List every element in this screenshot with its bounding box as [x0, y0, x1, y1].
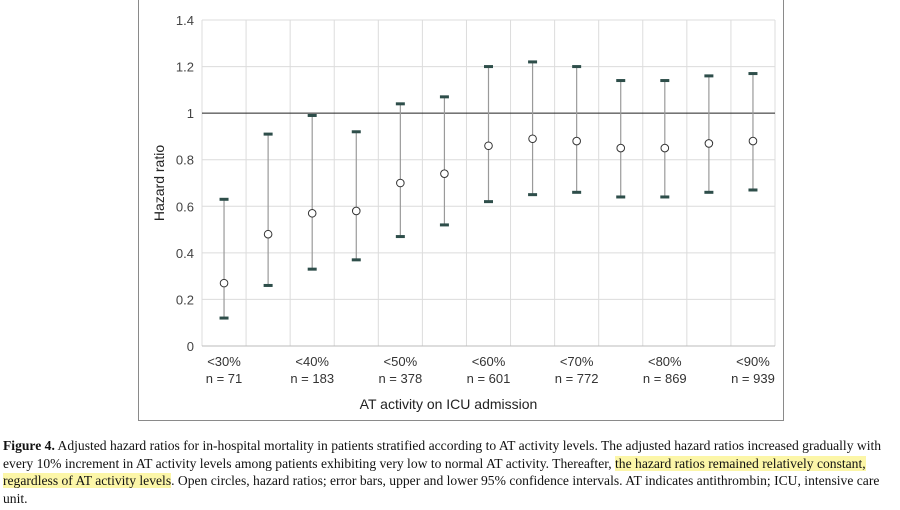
- figure-caption: Figure 4. Adjusted hazard ratios for in-…: [3, 437, 899, 507]
- x-tick-label: <70% n = 772: [555, 354, 599, 386]
- error-bar-lower-cap: [704, 190, 714, 194]
- error-bar-upper-cap: [219, 197, 229, 201]
- x-tick-category: <60%: [472, 354, 506, 369]
- error-bar: [439, 95, 449, 227]
- caption-text-before: Adjusted hazard ratios for in-hospital m…: [3, 438, 882, 471]
- error-bar: [351, 130, 361, 262]
- y-axis-label: Hazard ratio: [151, 145, 167, 221]
- error-bar-upper-cap: [439, 95, 449, 99]
- x-tick-count: n = 939: [731, 371, 775, 386]
- error-bar-upper-cap: [704, 74, 714, 78]
- error-bar: [572, 65, 582, 194]
- x-tick-label: <40% n = 183: [290, 354, 334, 386]
- error-bar-lower-cap: [439, 223, 449, 227]
- hazard-ratio-point: [748, 136, 758, 146]
- x-tick-category: <40%: [295, 354, 329, 369]
- error-bar: [307, 113, 317, 271]
- x-tick-count: n = 869: [643, 371, 687, 386]
- x-tick-category: <30%: [207, 354, 241, 369]
- x-tick-count: n = 71: [206, 371, 243, 386]
- error-bar: [219, 197, 229, 320]
- error-bar-lower-cap: [528, 193, 538, 197]
- caption-label: Figure 4.: [3, 438, 55, 453]
- hazard-ratio-point: [440, 169, 449, 178]
- error-bar-upper-cap: [748, 72, 758, 76]
- error-bar: [748, 72, 758, 192]
- x-tick-category: <80%: [648, 354, 682, 369]
- x-tick-count: n = 772: [555, 371, 599, 386]
- error-bar-lower-cap: [351, 258, 361, 262]
- error-bar-lower-cap: [395, 235, 405, 239]
- error-bar-lower-cap: [660, 195, 670, 199]
- y-tick-label: 0: [187, 339, 194, 354]
- hazard-ratio-point: [219, 278, 229, 288]
- error-bar-lower-cap: [748, 188, 758, 192]
- error-bar-lower-cap: [616, 195, 626, 199]
- hazard-ratio-point: [396, 178, 405, 188]
- error-bar: [616, 79, 626, 199]
- y-tick-label: 1.4: [176, 13, 194, 28]
- error-bar: [660, 79, 670, 199]
- error-bar-upper-cap: [351, 130, 361, 134]
- x-tick-category: <70%: [560, 354, 594, 369]
- error-bar-lower-cap: [219, 316, 229, 320]
- error-bar-upper-cap: [616, 79, 626, 83]
- y-tick-label: 0.2: [176, 292, 194, 307]
- x-tick-count: n = 183: [290, 371, 334, 386]
- y-axis: 0 0.2 0.4 0.6 0.8 1 1.2 1.4: [176, 13, 194, 354]
- hazard-ratio-point: [704, 139, 714, 148]
- hazard-ratio-point: [572, 136, 581, 146]
- y-tick-label: 0.6: [176, 199, 194, 214]
- error-bar: [395, 102, 405, 239]
- error-bar-upper-cap: [395, 102, 405, 106]
- error-bar-upper-cap: [307, 113, 317, 117]
- error-bar: [704, 74, 714, 194]
- error-bars: [219, 60, 758, 320]
- error-bar: [484, 65, 493, 204]
- error-bar-upper-cap: [660, 79, 670, 83]
- hazard-ratio-point: [616, 143, 626, 153]
- error-bar: [263, 132, 273, 287]
- error-bar-upper-cap: [572, 65, 582, 69]
- x-tick-label: <60% n = 601: [467, 354, 511, 386]
- x-tick-count: n = 601: [467, 371, 511, 386]
- hazard-points: [219, 134, 758, 288]
- x-axis-label: AT activity on ICU admission: [360, 396, 538, 412]
- y-tick-label: 0.8: [176, 153, 194, 168]
- x-tick-category: <90%: [736, 354, 770, 369]
- hazard-ratio-point: [484, 141, 493, 151]
- error-bar-lower-cap: [484, 200, 493, 204]
- x-tick-label: <50% n = 378: [378, 354, 422, 386]
- y-tick-label: 1: [187, 106, 194, 121]
- x-tick-label: <80% n = 869: [643, 354, 687, 386]
- hazard-ratio-point: [351, 206, 361, 216]
- error-bar: [528, 60, 538, 197]
- x-tick-label: <30% n = 71: [206, 354, 243, 386]
- x-tick-label: <90% n = 939: [731, 354, 775, 386]
- x-tick-labels: <30% n = 71 <40% n = 183 <50% n = 378 <60% n = …: [206, 354, 775, 386]
- x-tick-count: n = 378: [378, 371, 422, 386]
- hazard-ratio-point: [528, 134, 537, 144]
- error-bar-upper-cap: [263, 132, 273, 136]
- caption-text-after: . Open circles, hazard ratios; error bar…: [3, 473, 880, 506]
- hazard-ratio-point: [660, 143, 670, 153]
- error-bar-lower-cap: [307, 267, 317, 271]
- error-bar-lower-cap: [572, 190, 582, 194]
- hazard-ratio-point: [263, 229, 273, 239]
- error-bar-upper-cap: [528, 60, 538, 64]
- chart-frame: 0 0.2 0.4 0.6 0.8 1 1.2 1.4 <30% n = 71 <40% n = 1…: [138, 0, 784, 421]
- y-tick-label: 1.2: [176, 60, 194, 75]
- error-bar-lower-cap: [263, 283, 273, 287]
- hazard-ratio-chart: 0 0.2 0.4 0.6 0.8 1 1.2 1.4 <30% n = 71 <40% n = 1…: [151, 13, 776, 412]
- y-tick-label: 0.4: [176, 246, 194, 261]
- x-tick-category: <50%: [384, 354, 418, 369]
- error-bar-upper-cap: [484, 65, 493, 69]
- hazard-ratio-point: [307, 208, 317, 218]
